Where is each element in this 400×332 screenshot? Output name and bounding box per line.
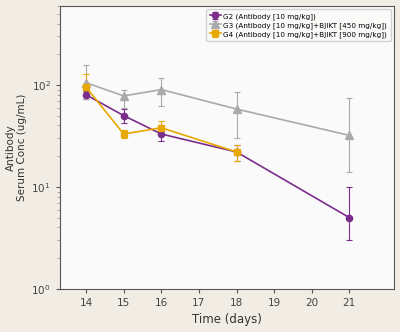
Y-axis label: Antibody
Serum Conc (ug/mL): Antibody Serum Conc (ug/mL) <box>6 94 27 201</box>
X-axis label: Time (days): Time (days) <box>192 313 262 326</box>
Legend: G2 (Antibody [10 mg/kg]), G3 (Antibody [10 mg/kg]+BJIKT [450 mg/kg]), G4 (Antibo: G2 (Antibody [10 mg/kg]), G3 (Antibody [… <box>206 9 391 41</box>
